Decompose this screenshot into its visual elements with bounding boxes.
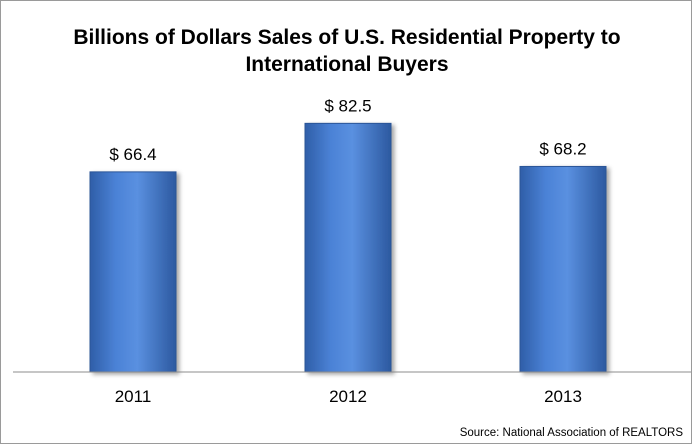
chart-title-line-1: Billions of Dollars Sales of U.S. Reside…: [73, 26, 620, 49]
data-label-2011: $ 66.4: [109, 145, 156, 164]
bar-2012: [304, 122, 392, 373]
bars-group: $ 66.4 $ 82.5 $ 68.2: [89, 96, 607, 373]
data-label-2013: $ 68.2: [539, 139, 586, 158]
x-tick-label-2011: 2011: [115, 387, 152, 406]
bar-2013: [519, 165, 607, 373]
x-tick-label-2013: 2013: [544, 387, 582, 406]
x-tick-labels: 2011 2012 2013: [115, 387, 582, 406]
x-tick-label-2012: 2012: [329, 387, 367, 406]
chart-title-line-2: International Buyers: [245, 53, 448, 76]
bar-2011: [89, 171, 177, 373]
data-label-2012: $ 82.5: [324, 96, 371, 115]
source-note: Source: National Association of REALTORS: [460, 427, 684, 439]
